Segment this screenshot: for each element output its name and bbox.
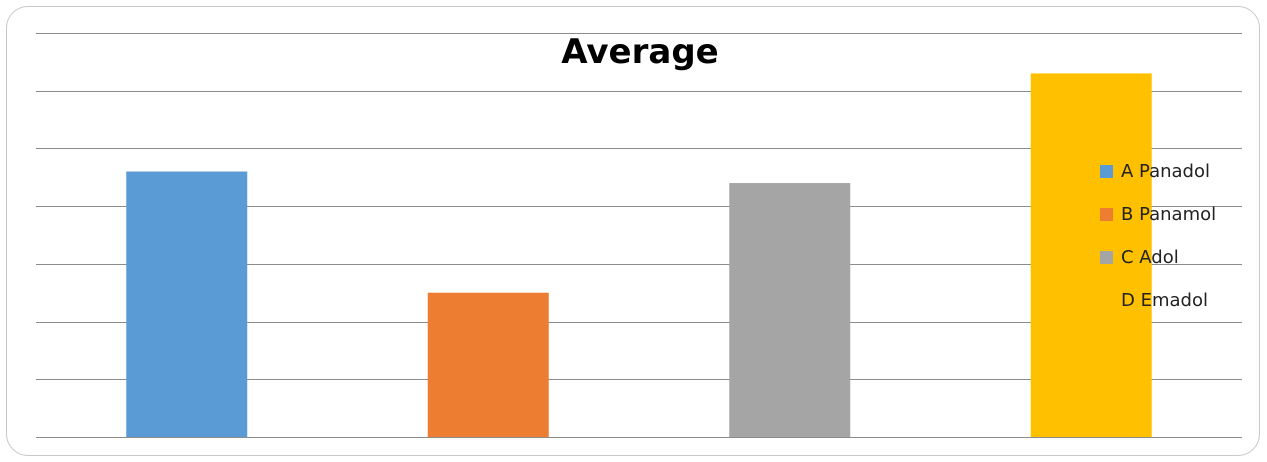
- bar-d-emadol: [1030, 73, 1152, 438]
- legend-label: B Panamol: [1121, 204, 1216, 225]
- bar-c-adol: [729, 183, 851, 437]
- legend-swatch: [1100, 208, 1113, 221]
- bar-a-panadol: [126, 171, 248, 437]
- chart-title: Average: [561, 32, 718, 72]
- legend-label: C Adol: [1121, 247, 1179, 268]
- bar-series: [126, 73, 1152, 438]
- legend-label: A Panadol: [1121, 161, 1210, 182]
- legend-swatch: [1100, 165, 1113, 178]
- legend-swatch: [1100, 251, 1113, 264]
- legend-label: D Emadol: [1121, 290, 1208, 311]
- bar-b-panamol: [427, 292, 549, 437]
- legend: A Panadol B Panamol C Adol D Emadol: [1100, 161, 1216, 311]
